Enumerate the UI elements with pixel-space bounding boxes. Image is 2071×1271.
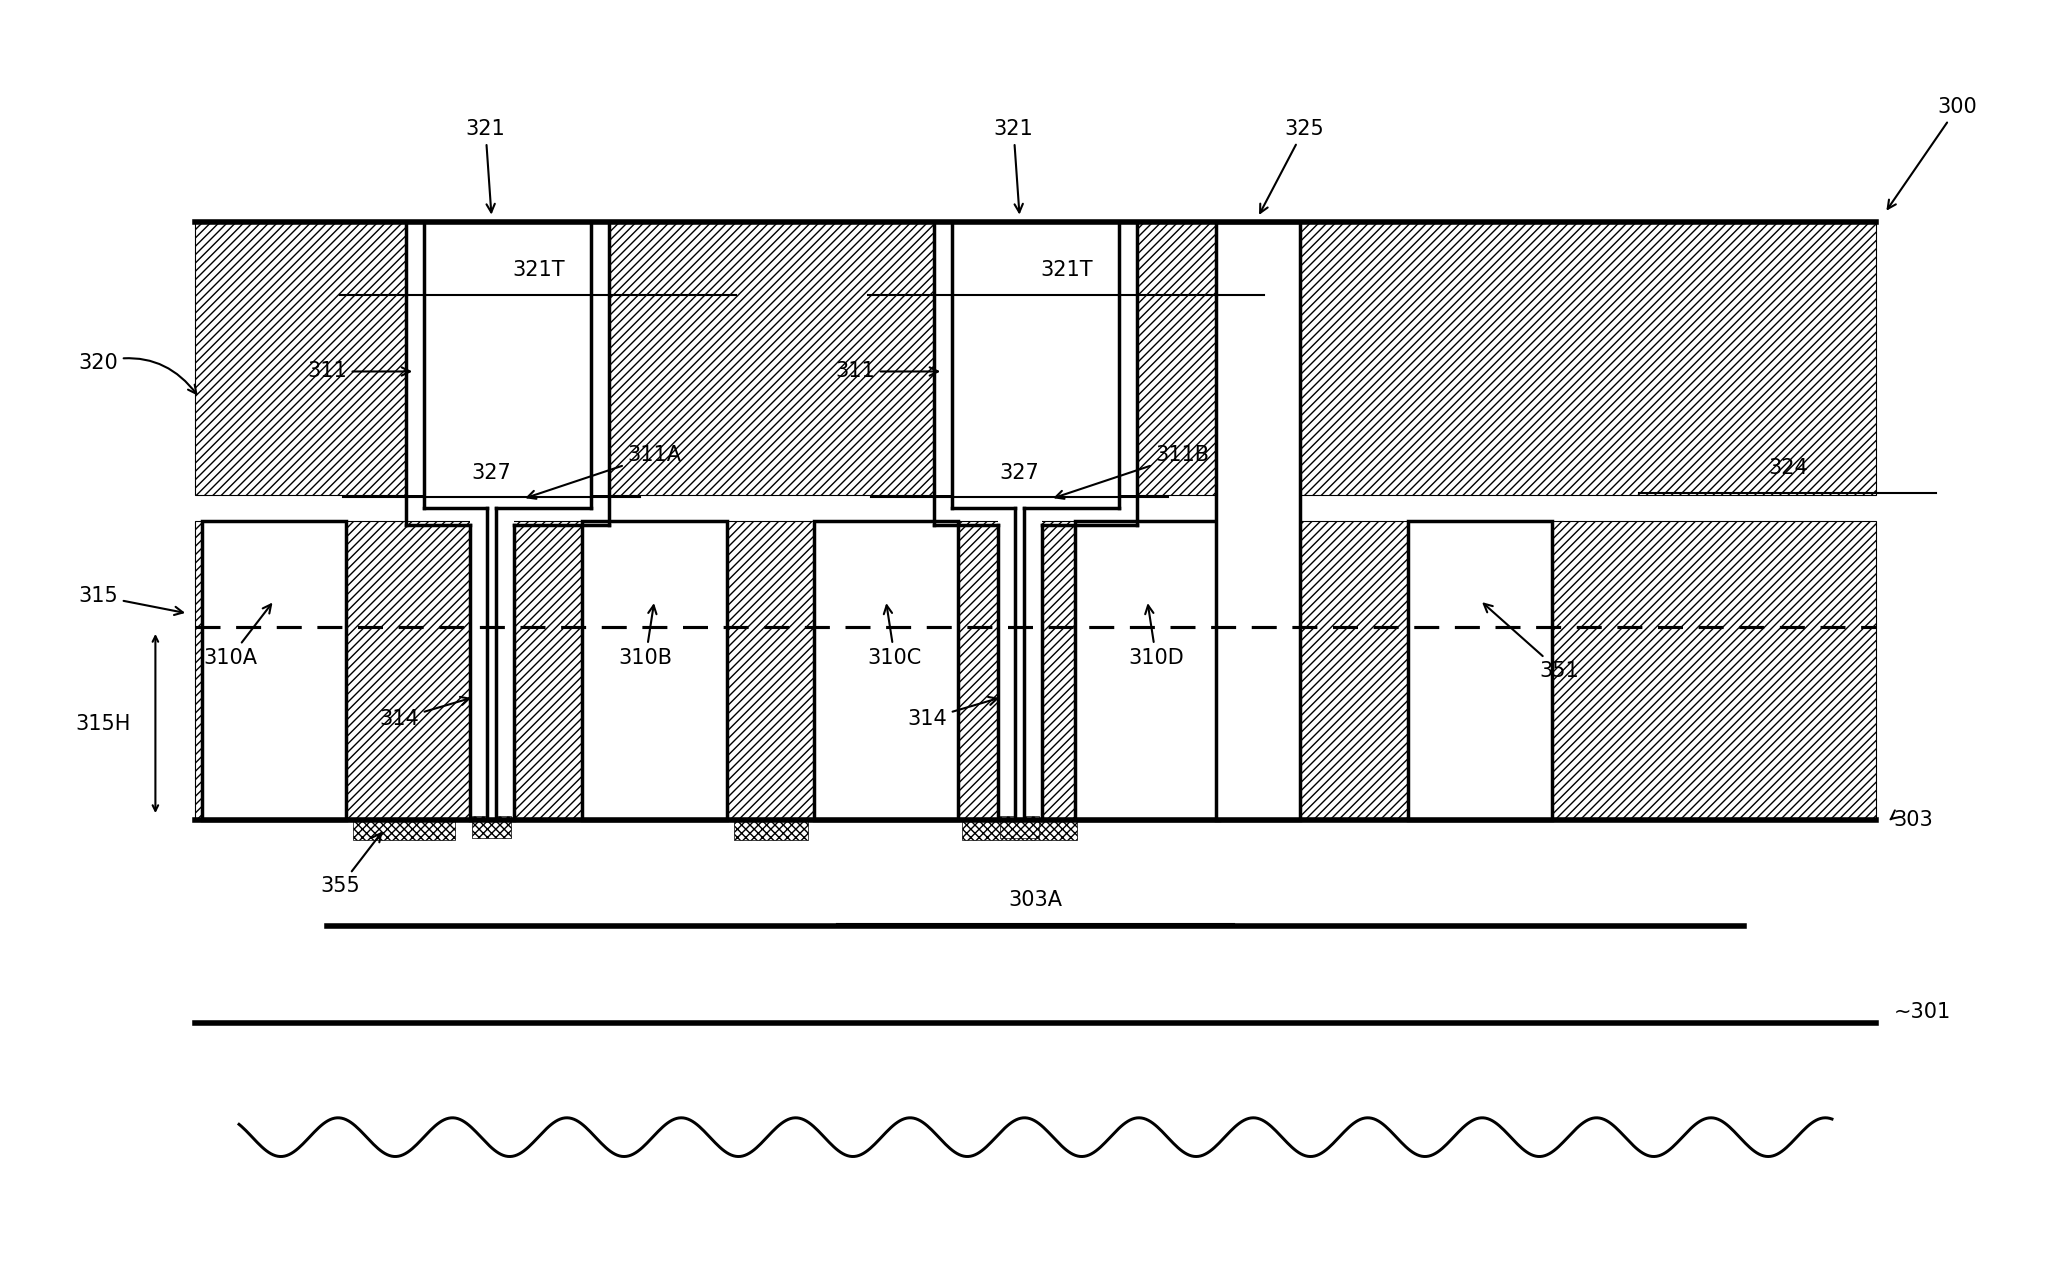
Bar xyxy=(828,535,944,820)
Bar xyxy=(472,816,512,838)
Text: 315H: 315H xyxy=(75,713,130,733)
Text: 315: 315 xyxy=(79,586,182,615)
Bar xyxy=(934,222,1137,494)
Bar xyxy=(203,521,346,820)
Text: 325: 325 xyxy=(1259,119,1323,214)
Text: 327: 327 xyxy=(1000,463,1040,483)
Text: 351: 351 xyxy=(1483,604,1578,681)
Bar xyxy=(354,820,456,840)
Bar xyxy=(1216,222,1299,820)
Bar xyxy=(1216,521,1299,820)
Bar xyxy=(215,535,331,820)
Text: 310A: 310A xyxy=(203,604,271,667)
Bar xyxy=(425,222,590,508)
Bar xyxy=(582,521,727,820)
Bar xyxy=(1234,239,1282,820)
Text: 324: 324 xyxy=(1769,459,1808,478)
Text: 311A: 311A xyxy=(528,445,681,498)
Bar xyxy=(195,521,1876,820)
Bar xyxy=(470,494,514,521)
Text: 314: 314 xyxy=(379,697,470,730)
Bar xyxy=(195,222,1876,494)
Text: 320: 320 xyxy=(79,352,197,394)
Text: ~301: ~301 xyxy=(1893,1002,1951,1022)
Bar xyxy=(1216,222,1299,494)
Bar xyxy=(1089,535,1205,820)
Bar xyxy=(1000,816,1040,838)
Bar xyxy=(425,494,470,508)
Text: 311: 311 xyxy=(835,361,938,381)
Bar xyxy=(998,494,1042,521)
Text: 303A: 303A xyxy=(1009,890,1062,910)
Text: 321: 321 xyxy=(466,119,505,212)
Bar xyxy=(470,521,514,820)
Text: 310C: 310C xyxy=(868,605,922,667)
Text: 311B: 311B xyxy=(1056,445,1209,498)
Text: 303: 303 xyxy=(1891,811,1934,830)
Bar xyxy=(530,494,590,508)
Text: 327: 327 xyxy=(472,463,512,483)
Bar xyxy=(487,508,495,820)
Bar xyxy=(814,521,959,820)
Text: 311: 311 xyxy=(307,361,410,381)
Text: 355: 355 xyxy=(321,834,381,896)
Bar xyxy=(733,820,808,840)
Text: 321T: 321T xyxy=(1040,261,1093,281)
Bar xyxy=(953,222,1118,508)
Text: 321: 321 xyxy=(994,119,1033,212)
Bar xyxy=(1075,521,1220,820)
Text: 314: 314 xyxy=(907,697,996,730)
Text: 321T: 321T xyxy=(512,261,565,281)
Bar xyxy=(406,222,609,494)
Bar xyxy=(998,521,1042,820)
Bar xyxy=(596,535,712,820)
Bar xyxy=(963,820,1077,840)
Bar xyxy=(1015,508,1023,820)
Text: 310D: 310D xyxy=(1129,605,1185,667)
Bar xyxy=(1423,535,1539,820)
Bar xyxy=(1058,494,1118,508)
Text: 300: 300 xyxy=(1887,98,1978,208)
Bar xyxy=(953,494,998,508)
Bar xyxy=(1408,521,1551,820)
Text: 310B: 310B xyxy=(619,605,673,667)
